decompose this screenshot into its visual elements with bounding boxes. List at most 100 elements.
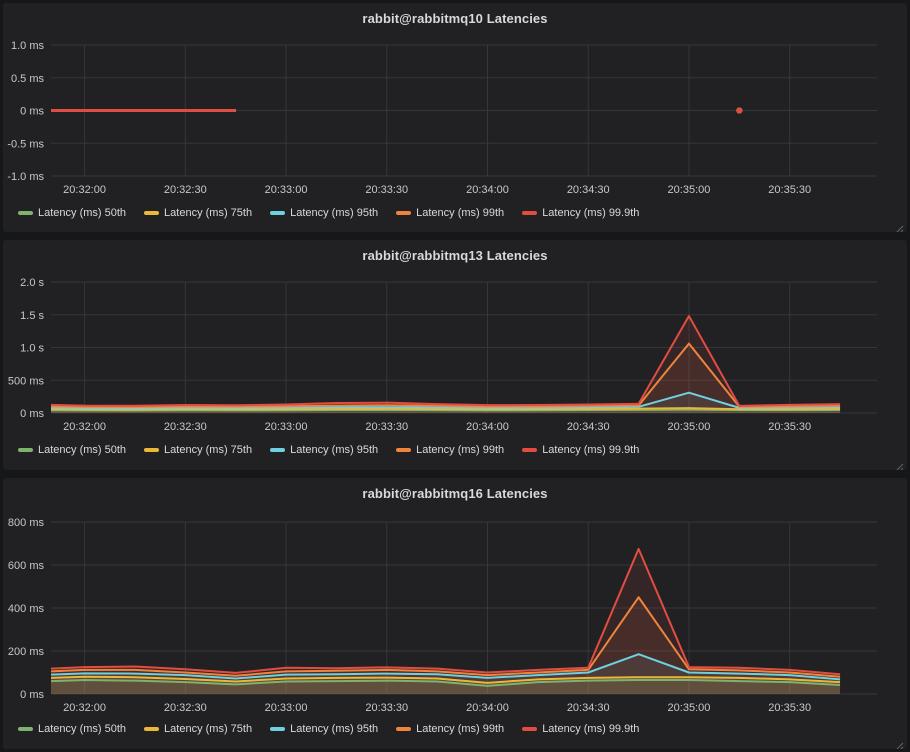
legend-item[interactable]: Latency (ms) 99.9th [522,444,639,456]
y-tick-label: 0.5 ms [11,73,45,85]
legend-item[interactable]: Latency (ms) 99.9th [522,207,639,219]
series-line [50,547,841,676]
series-line [50,679,841,687]
legend: Latency (ms) 50th Latency (ms) 75th Latenc… [3,439,907,457]
y-tick-label: 800 ms [8,517,45,529]
series-line [50,391,841,410]
legend-swatch [270,448,286,452]
panel-title[interactable]: rabbit@rabbitmq13 Latencies [362,248,548,263]
legend-swatch [396,448,412,452]
series-fill [51,343,841,413]
legend-item[interactable]: Latency (ms) 99th [396,723,504,735]
legend-label: Latency (ms) 75th [164,723,253,735]
legend-swatch [522,211,538,215]
legend: Latency (ms) 50th Latency (ms) 75th Latenc… [3,718,907,736]
series-line [50,342,841,408]
legend-label: Latency (ms) 50th [38,723,127,735]
series-line [50,315,841,407]
x-tick-label: 20:33:00 [265,421,308,433]
legend-label: Latency (ms) 50th [38,444,127,456]
series-point [736,107,743,114]
y-tick-label: -0.5 ms [7,138,44,150]
x-tick-label: 20:32:00 [63,702,106,714]
resize-grip-icon [896,742,904,749]
panel-title[interactable]: rabbit@rabbitmq10 Latencies [362,11,548,26]
series-fill [51,680,841,694]
latency-chart-rabbitmq10[interactable]: -1.0 ms -0.5 ms 0 ms 0.5 ms 1.0 ms 20:32:00 20… [3,33,901,198]
panel-rabbitmq13-latencies: rabbit@rabbitmq13 Latencies 0 ms 500 ms 1.… [3,240,907,470]
legend-label: Latency (ms) 99th [416,723,505,735]
x-tick-label: 20:34:30 [567,702,610,714]
series-fill [51,548,841,694]
legend-item[interactable]: Latency (ms) 95th [270,444,378,456]
legend-label: Latency (ms) 95th [290,207,379,219]
series-line [50,653,841,681]
y-tick-label: 0 ms [20,106,44,118]
panel-title[interactable]: rabbit@rabbitmq16 Latencies [362,486,548,501]
resize-grip-icon [896,463,904,470]
legend-item[interactable]: Latency (ms) 99.9th [522,723,639,735]
panel-rabbitmq10-latencies: rabbit@rabbitmq10 Latencies -1.0 ms -0.5 … [3,3,907,232]
series-fill [51,597,841,694]
legend-swatch [270,727,286,731]
x-tick-label: 20:35:00 [668,421,711,433]
legend-swatch [144,727,160,731]
x-tick-label: 20:35:30 [768,421,811,433]
legend-swatch [18,727,33,731]
x-tick-label: 20:35:00 [668,184,711,196]
y-tick-label: 500 ms [8,375,45,387]
legend-item[interactable]: Latency (ms) 95th [270,723,378,735]
y-tick-label: 1.5 s [20,310,44,322]
x-tick-label: 20:33:30 [365,421,408,433]
legend-item[interactable]: Latency (ms) 99th [396,207,504,219]
legend-swatch [18,448,33,452]
series-line [50,407,841,411]
latency-chart-rabbitmq13[interactable]: 0 ms 500 ms 1.0 s 1.5 s 2.0 s 20:32:00 20:32:3… [3,270,901,435]
y-tick-label: 2.0 s [20,277,44,289]
x-tick-label: 20:34:00 [466,702,509,714]
x-tick-label: 20:33:00 [265,184,308,196]
legend-swatch [144,211,160,215]
y-tick-label: 200 ms [8,646,45,658]
legend-item[interactable]: Latency (ms) 50th [18,444,126,456]
y-tick-label: -1.0 ms [7,171,44,183]
x-tick-label: 20:32:00 [63,184,106,196]
x-tick-label: 20:33:30 [365,702,408,714]
panel-resize-handle[interactable] [895,459,904,470]
panel-resize-handle[interactable] [895,221,904,232]
legend-swatch [18,211,33,215]
x-tick-label: 20:33:00 [265,702,308,714]
x-tick-label: 20:32:30 [164,184,207,196]
legend-swatch [396,727,412,731]
legend-swatch [522,448,538,452]
legend-swatch [396,211,412,215]
x-tick-label: 20:34:00 [466,184,509,196]
legend-item[interactable]: Latency (ms) 75th [144,444,252,456]
panel-resize-handle[interactable] [895,738,904,749]
x-tick-label: 20:34:00 [466,421,509,433]
legend-swatch [522,727,538,731]
legend-label: Latency (ms) 99th [416,207,505,219]
legend-swatch [144,448,160,452]
resize-grip-icon [896,225,904,232]
legend-label: Latency (ms) 99.9th [542,723,640,735]
x-tick-label: 20:35:00 [668,702,711,714]
legend-item[interactable]: Latency (ms) 50th [18,207,126,219]
latency-chart-rabbitmq16[interactable]: 0 ms 200 ms 400 ms 600 ms 800 ms 20:32:00 20:3… [3,508,901,714]
y-tick-label: 1.0 s [20,343,44,355]
legend-item[interactable]: Latency (ms) 75th [144,723,252,735]
series-line [50,596,841,678]
legend-label: Latency (ms) 99.9th [542,444,640,456]
legend-swatch [270,211,286,215]
x-tick-label: 20:32:30 [164,421,207,433]
y-tick-label: 0 ms [20,408,44,420]
legend-label: Latency (ms) 95th [290,444,379,456]
x-tick-label: 20:35:30 [768,184,811,196]
legend-item[interactable]: Latency (ms) 75th [144,207,252,219]
legend-item[interactable]: Latency (ms) 99th [396,444,504,456]
legend-item[interactable]: Latency (ms) 95th [270,207,378,219]
legend: Latency (ms) 50th Latency (ms) 75th Latenc… [3,202,907,220]
legend-label: Latency (ms) 99th [416,444,505,456]
legend-item[interactable]: Latency (ms) 50th [18,723,126,735]
